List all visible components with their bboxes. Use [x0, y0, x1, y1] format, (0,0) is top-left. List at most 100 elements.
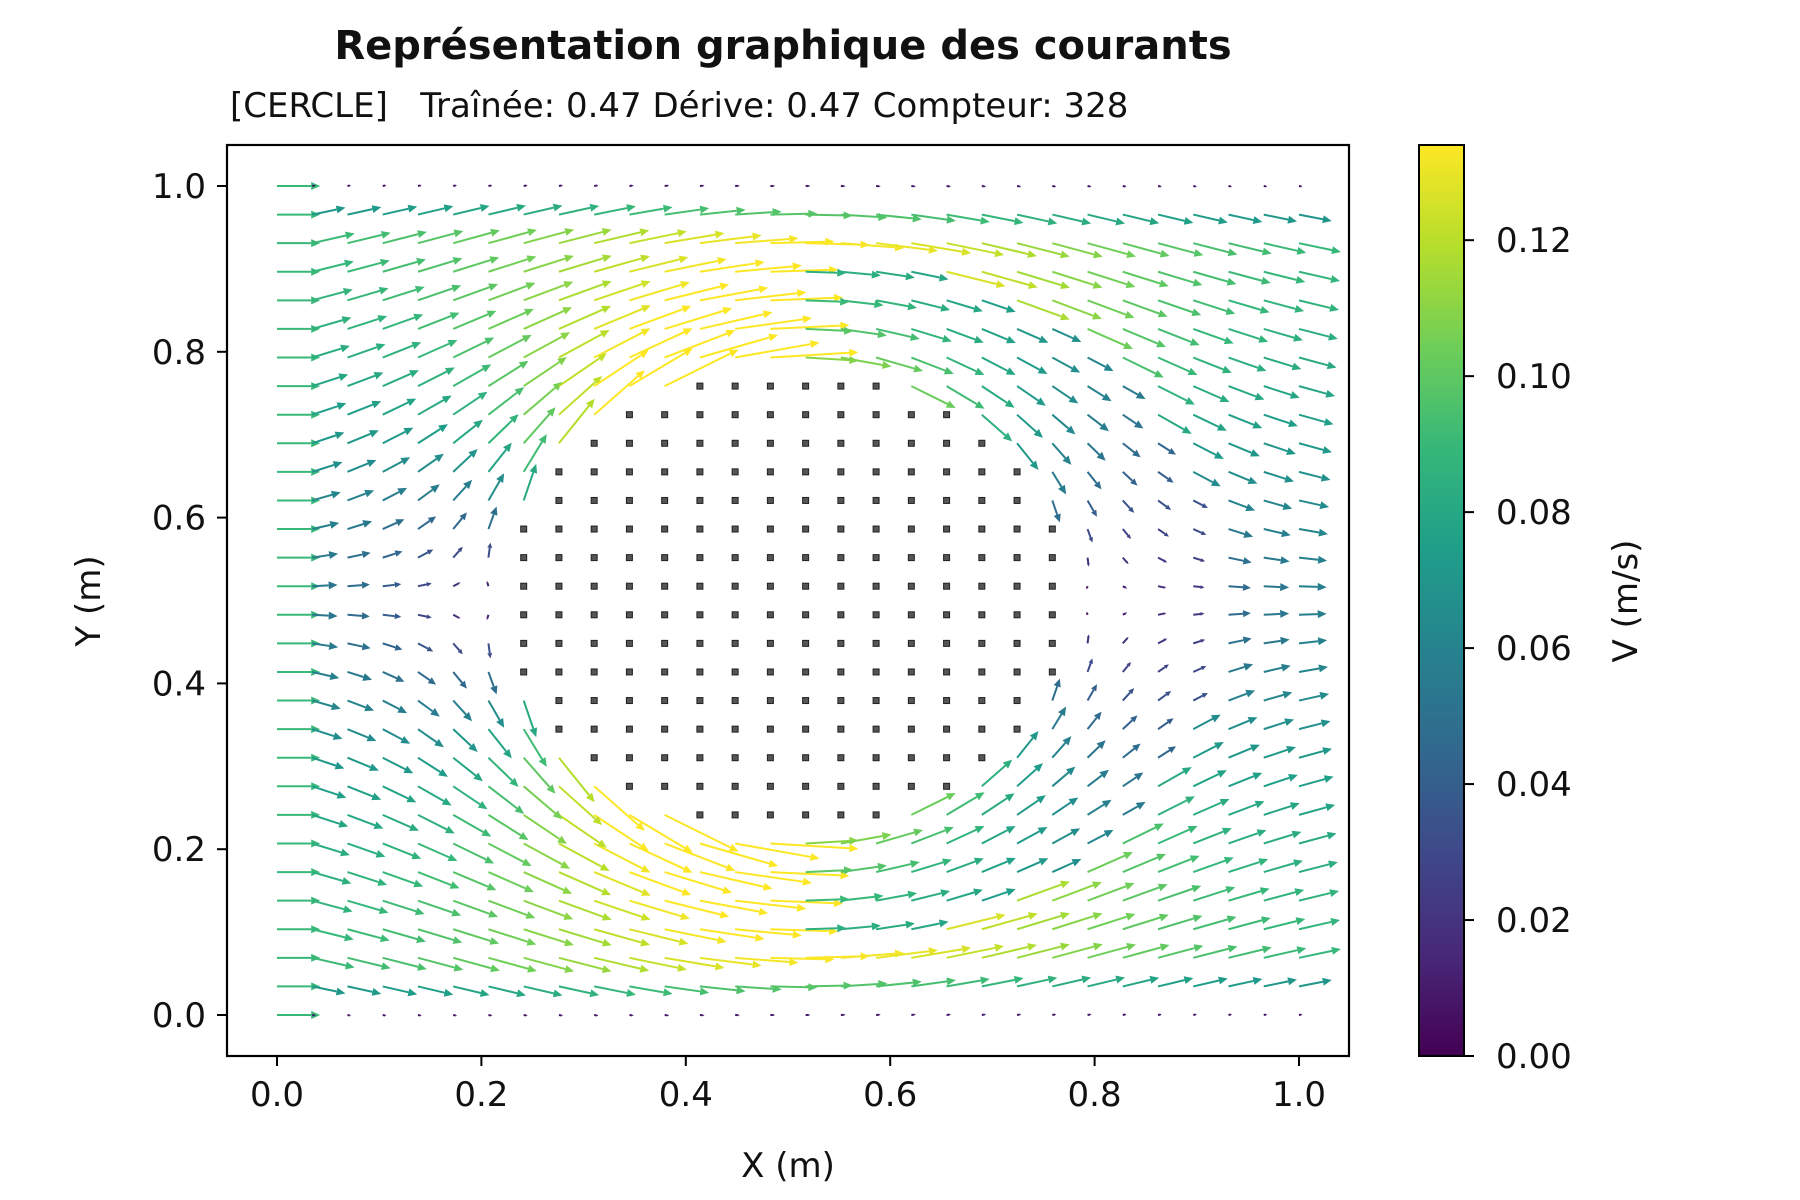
quiver-arrow: [1298, 356, 1337, 370]
quiver-arrow: [523, 985, 563, 998]
quiver-arrow: [1157, 825, 1198, 845]
quiver-arrow: [1157, 976, 1194, 988]
quiver-arrow: [770, 293, 844, 302]
quiver-arrow: [981, 826, 1016, 845]
quiver-arrow: [1016, 185, 1022, 188]
quiver-arrow: [523, 357, 567, 387]
quiver-arrow: [981, 975, 1024, 988]
quiver-arrow: [1016, 242, 1070, 259]
quiver-arrow: [946, 327, 984, 344]
quiver-arrow: [735, 289, 807, 302]
quiver-arrow: [875, 890, 918, 902]
quiver-arrow: [875, 213, 922, 223]
quiver-arrow: [523, 203, 563, 216]
quiver-arrow: [699, 1014, 705, 1017]
quiver-arrow: [1298, 385, 1336, 398]
quiver-arrow: [523, 814, 567, 844]
quiver-arrow: [277, 439, 321, 448]
obstacle-marker: [766, 439, 774, 447]
quiver-arrow: [1122, 1013, 1127, 1016]
quiver-arrow: [488, 228, 537, 245]
x-axis-label: X (m): [741, 1146, 835, 1186]
quiver-arrow: [981, 328, 1016, 344]
quiver-arrow: [1263, 528, 1291, 538]
quiver-arrow: [664, 282, 730, 302]
obstacle-marker: [555, 611, 563, 619]
obstacle-marker: [661, 782, 669, 790]
obstacle-marker: [520, 639, 528, 647]
obstacle-marker: [978, 439, 986, 447]
quiver-arrow: [417, 424, 448, 445]
quiver-arrow: [1087, 912, 1136, 931]
quiver-arrow: [1016, 795, 1046, 816]
quiver-arrow: [1298, 977, 1332, 988]
quiver-arrow: [1086, 499, 1097, 517]
obstacle-marker: [872, 411, 880, 419]
quiver-arrow: [1228, 916, 1271, 931]
obstacle-marker: [661, 439, 669, 447]
obstacle-marker: [943, 496, 951, 504]
y-tick-label: 0.2: [152, 830, 206, 870]
quiver-arrow: [664, 349, 739, 387]
quiver-arrow: [981, 793, 1015, 816]
quiver-arrow: [1298, 664, 1328, 673]
colorbar-tick-label: 0.12: [1496, 221, 1572, 261]
quiver-arrow: [981, 356, 1016, 375]
colorbar-tick-label: 0.06: [1496, 629, 1572, 669]
quiver-arrow: [664, 956, 725, 971]
quiver-arrow: [1122, 556, 1129, 565]
quiver-arrow: [770, 321, 850, 330]
obstacle-marker: [872, 668, 880, 676]
x-tick-label: 1.0: [1272, 1075, 1326, 1115]
quiver-arrow: [312, 520, 340, 531]
obstacle-marker: [590, 754, 598, 762]
quiver-arrow: [629, 305, 692, 330]
quiver-arrow: [382, 204, 418, 216]
obstacle-marker: [661, 525, 669, 533]
obstacle-marker: [520, 582, 528, 590]
quiver-arrow: [664, 871, 733, 894]
quiver-arrow: [1228, 610, 1251, 618]
obstacle-marker: [837, 639, 845, 647]
quiver-arrow: [1228, 299, 1270, 314]
colorbar-tick-label: 0.02: [1496, 901, 1572, 941]
quiver-arrow: [1298, 185, 1303, 188]
quiver-arrow: [382, 671, 405, 682]
quiver-arrow: [452, 310, 497, 330]
quiver-arrow: [1192, 770, 1227, 788]
quiver-arrow: [911, 919, 949, 931]
quiver-arrow: [488, 985, 526, 998]
quiver-arrow: [735, 1014, 740, 1017]
quiver-arrow: [382, 756, 414, 774]
quiver-arrow: [487, 785, 525, 814]
obstacle-marker: [1013, 639, 1021, 647]
obstacle-marker: [520, 525, 528, 533]
quiver-arrow: [875, 299, 918, 311]
quiver-arrow: [1228, 413, 1263, 429]
quiver-arrow: [735, 928, 802, 939]
obstacle-marker: [696, 525, 704, 533]
quiver-arrow: [593, 254, 651, 273]
obstacle-marker: [978, 582, 986, 590]
quiver-arrow: [1016, 880, 1070, 902]
quiver-arrow: [1298, 528, 1328, 537]
quiver-arrow: [1016, 270, 1070, 290]
quiver-arrow: [523, 928, 574, 947]
obstacle-marker: [907, 697, 915, 705]
quiver-arrow: [875, 920, 915, 931]
quiver-arrow: [1228, 945, 1272, 959]
quiver-arrow: [312, 259, 354, 273]
obstacle-marker: [590, 697, 598, 705]
quiver-arrow: [347, 520, 373, 530]
quiver-arrow: [664, 985, 710, 996]
quiver-arrow: [628, 814, 693, 853]
quiver-arrow: [523, 254, 574, 273]
quiver-arrow: [1052, 242, 1103, 259]
quiver-arrow: [875, 356, 924, 373]
obstacle-marker: [978, 697, 986, 705]
quiver-arrow: [1086, 769, 1109, 788]
quiver-arrow: [312, 985, 346, 996]
quiver-arrow: [911, 213, 956, 224]
obstacle-marker: [590, 525, 598, 533]
quiver-arrow: [277, 753, 321, 762]
